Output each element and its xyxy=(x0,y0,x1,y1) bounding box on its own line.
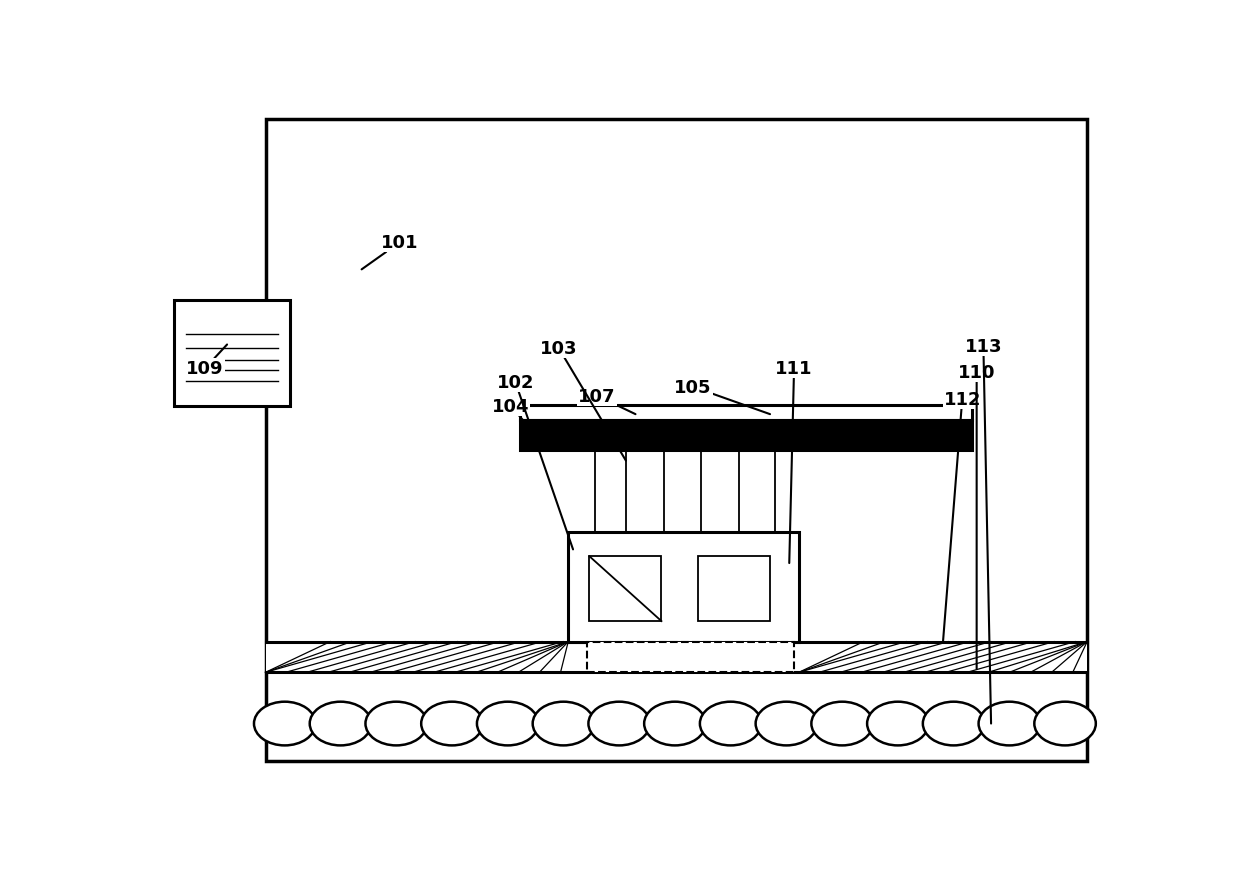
Circle shape xyxy=(644,702,706,745)
Circle shape xyxy=(422,702,482,745)
Circle shape xyxy=(310,702,371,745)
Bar xyxy=(568,532,799,641)
Text: 111: 111 xyxy=(775,360,812,563)
Bar xyxy=(698,556,770,621)
Bar xyxy=(265,641,1087,672)
Bar xyxy=(588,641,794,672)
Text: 105: 105 xyxy=(675,378,770,415)
Circle shape xyxy=(978,702,1040,745)
Circle shape xyxy=(366,702,427,745)
Bar xyxy=(521,405,972,420)
Bar xyxy=(174,300,289,407)
Circle shape xyxy=(477,702,538,745)
Text: 112: 112 xyxy=(942,391,981,641)
Circle shape xyxy=(923,702,985,745)
Circle shape xyxy=(254,702,315,745)
Text: 103: 103 xyxy=(539,339,626,461)
Text: 101: 101 xyxy=(362,234,419,270)
Text: 104: 104 xyxy=(492,398,534,434)
Text: 109: 109 xyxy=(186,345,227,378)
Circle shape xyxy=(1034,702,1096,745)
Circle shape xyxy=(589,702,650,745)
Bar xyxy=(589,556,661,621)
Circle shape xyxy=(699,702,761,745)
Bar xyxy=(265,120,1087,761)
Circle shape xyxy=(867,702,929,745)
Circle shape xyxy=(533,702,594,745)
Circle shape xyxy=(811,702,873,745)
Text: 107: 107 xyxy=(578,387,635,415)
Bar xyxy=(521,420,972,451)
Text: 110: 110 xyxy=(959,363,996,669)
Circle shape xyxy=(755,702,817,745)
Text: 113: 113 xyxy=(965,338,1002,724)
Text: 102: 102 xyxy=(497,374,573,549)
